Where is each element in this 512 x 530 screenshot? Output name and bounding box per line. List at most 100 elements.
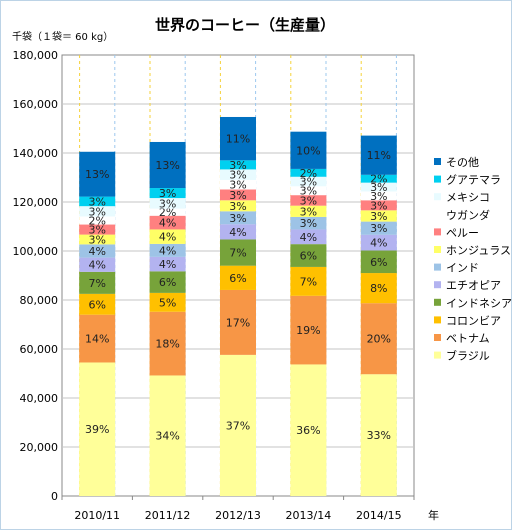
data-label: 4% (229, 226, 246, 239)
legend: その他グアテマラメキシコウガンダペルーホンジュラスインドエチオピアインドネシアコ… (434, 156, 512, 363)
legend-swatch (434, 175, 441, 183)
legend-item: インド (446, 262, 479, 275)
legend-swatch (434, 228, 441, 236)
legend-item: グアテマラ (446, 173, 501, 187)
data-label: 3% (229, 189, 246, 202)
data-label: 34% (155, 430, 179, 443)
bar-segment (290, 176, 327, 187)
data-label: 6% (88, 298, 105, 311)
data-label: 3% (300, 194, 317, 207)
bar-segment (220, 211, 256, 225)
data-label: 7% (88, 277, 105, 290)
legend-item: インドネシア (446, 297, 512, 310)
y-tick-label: 180,000 (13, 49, 59, 62)
data-label: 5% (159, 296, 176, 309)
bar-segment (149, 141, 186, 189)
bar-segment (220, 200, 256, 212)
bar-segment (290, 266, 327, 296)
data-label: 6% (300, 250, 317, 263)
bar-segment (79, 206, 116, 217)
y-tick-label: 20,000 (20, 441, 59, 454)
legend-swatch (434, 298, 441, 306)
legend-swatch (434, 281, 441, 289)
x-tick-label: 2011/12 (145, 509, 191, 522)
bar-segment (290, 168, 327, 177)
data-label: 36% (296, 424, 320, 437)
chart-title: 世界のコーヒー（生産量） (155, 16, 335, 34)
data-label: 3% (159, 187, 176, 200)
data-label: 6% (370, 256, 387, 269)
legend-swatch (434, 246, 441, 253)
bar-segment (290, 205, 327, 217)
legend-item: ウガンダ (446, 208, 490, 222)
data-label: 37% (226, 419, 250, 432)
data-label: 3% (88, 224, 105, 237)
bar-segment (360, 303, 397, 375)
bar-segment (79, 271, 116, 294)
legend-swatch (434, 316, 441, 324)
bar-segment (79, 216, 116, 225)
data-label: 17% (226, 316, 250, 329)
x-tick-label: 2014/15 (356, 509, 402, 522)
data-label: 4% (88, 259, 105, 272)
bar-segment (290, 229, 327, 245)
x-tick-label: 2012/13 (215, 509, 261, 522)
y-tick-label: 100,000 (13, 245, 59, 258)
data-label: 2% (159, 206, 176, 219)
data-label: 6% (229, 272, 246, 285)
bar-segment (360, 221, 397, 235)
bar-segment (149, 229, 186, 244)
bar-segment (290, 364, 327, 496)
data-label: 3% (370, 222, 387, 235)
data-label: 6% (159, 276, 176, 289)
bar-segment (79, 293, 116, 315)
x-tick-label: 2010/11 (74, 509, 120, 522)
data-label: 3% (229, 179, 246, 192)
bar-segment (360, 374, 397, 496)
bar-segment (360, 182, 397, 192)
data-label: 4% (370, 237, 387, 250)
bar-segment (149, 198, 186, 209)
bar-segment (360, 234, 397, 251)
bar-segment (149, 375, 186, 496)
legend-item: その他 (446, 156, 479, 169)
axis-ticks: 0 20,000 40,000 60,000 80,000 100,000 120,000 1… (13, 49, 415, 522)
data-label: 3% (300, 185, 317, 198)
data-label: 4% (300, 231, 317, 244)
data-label: 3% (88, 205, 105, 218)
data-label: 14% (85, 333, 109, 346)
legend-item: ホンジュラス (446, 244, 511, 257)
data-label: 11% (367, 149, 391, 162)
bar-segment (360, 250, 397, 274)
bar-segment (290, 216, 327, 230)
bar-segment (149, 292, 186, 312)
bar-segment (79, 244, 116, 258)
data-label: 4% (159, 244, 176, 257)
bar-segment (220, 239, 256, 266)
data-label: 7% (300, 275, 317, 288)
y-axis-label: 千袋（１袋＝ 60 kg） (12, 30, 113, 43)
legend-item: コロンビア (446, 314, 501, 327)
bar-segment (360, 273, 397, 304)
bar-segment (149, 256, 186, 272)
legend-item: メキシコ (446, 191, 490, 204)
data-label: 3% (300, 205, 317, 218)
data-label: 3% (88, 233, 105, 246)
bar-segment (149, 243, 186, 257)
data-label: 18% (155, 338, 179, 351)
x-axis-label: 年 (428, 508, 439, 522)
x-tick-label: 2013/14 (286, 509, 332, 522)
data-label: 10% (296, 144, 320, 157)
data-label: 3% (88, 195, 105, 208)
data-label: 2% (300, 167, 317, 180)
data-label: 3% (229, 169, 246, 182)
bar-segment (290, 195, 327, 206)
bar-segment (220, 224, 256, 240)
data-label: 3% (229, 212, 246, 225)
bar-segment (220, 160, 256, 170)
bar-segment (290, 244, 327, 267)
data-label: 3% (159, 197, 176, 210)
bar-segment (360, 200, 397, 211)
bars: 39%14%6%7%4%4%3%3%2%3%3%13%34%18%5%6%4%4… (79, 116, 397, 496)
legend-swatch (434, 334, 441, 341)
